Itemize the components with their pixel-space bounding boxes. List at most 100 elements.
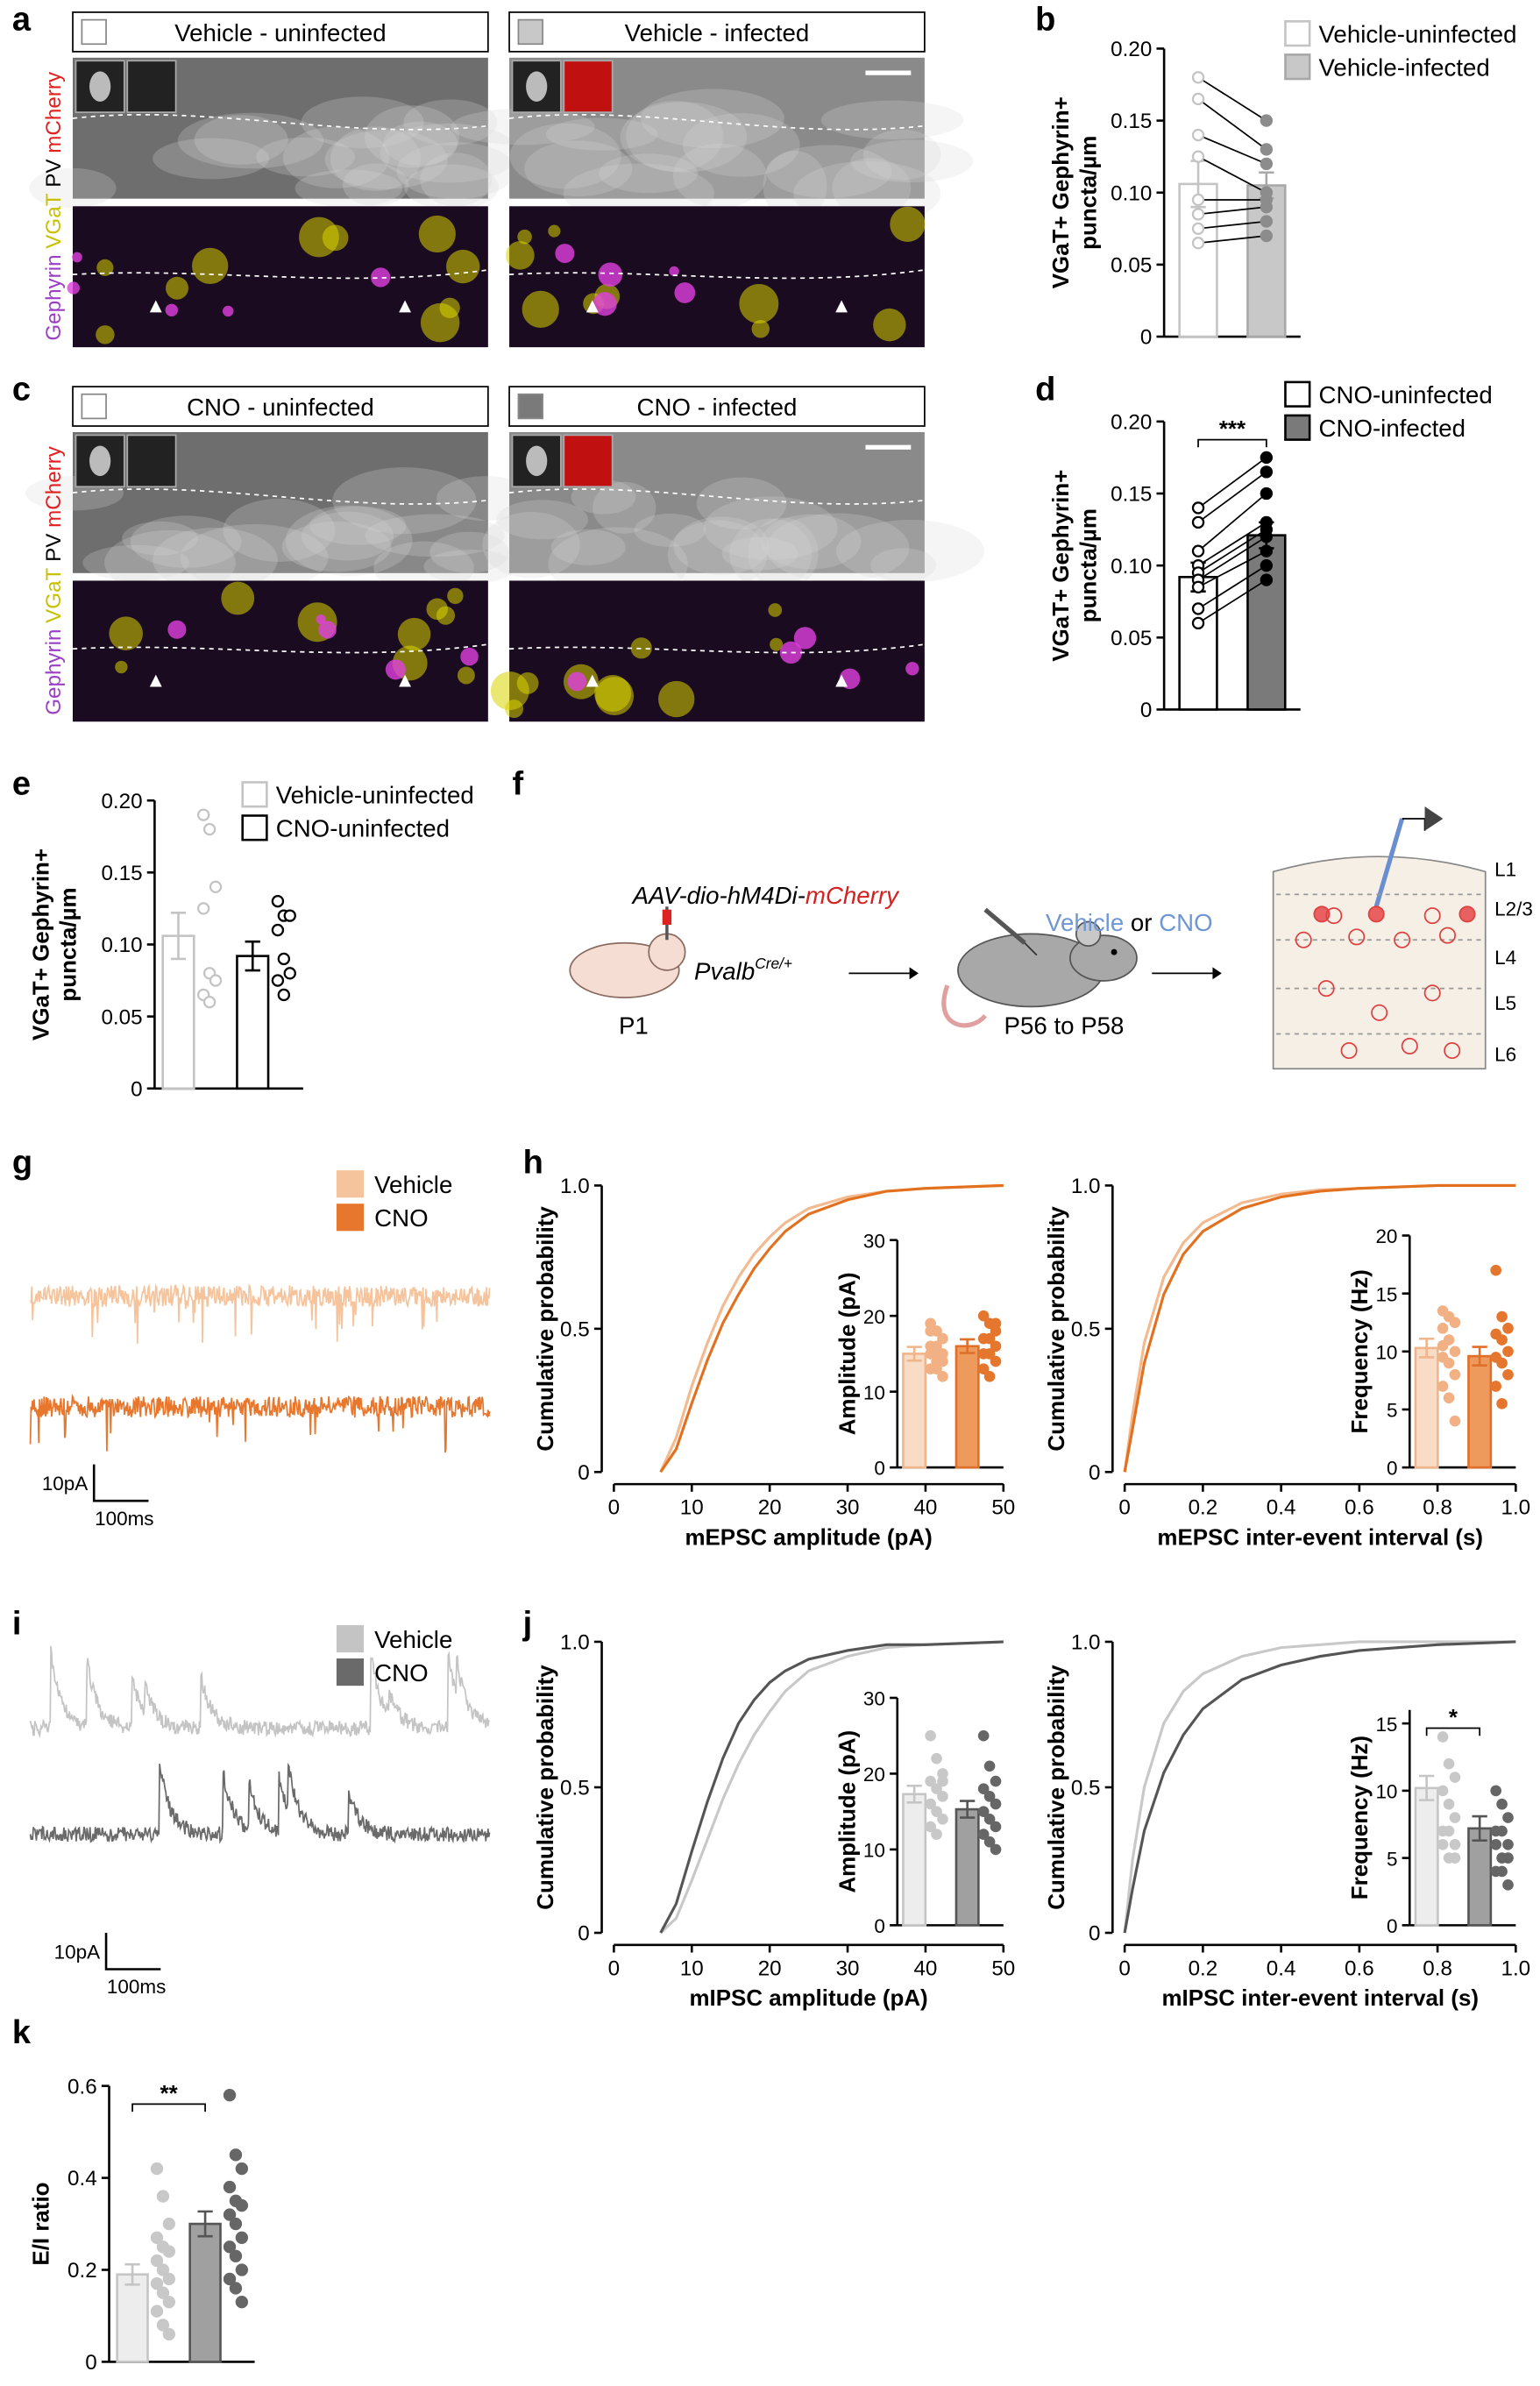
cumulative-curve [1123, 1183, 1516, 1473]
pv-signal [509, 123, 621, 189]
legend-swatch [336, 1624, 365, 1653]
pv-cell [1340, 1042, 1358, 1060]
y-tick-label: 10 [863, 1840, 885, 1862]
pv-signal [383, 121, 458, 166]
data-point [235, 2198, 249, 2212]
scale-bar-label: 100ms [95, 1508, 153, 1530]
data-point [977, 1363, 990, 1375]
synapse-image [509, 206, 925, 348]
arrow-head [909, 967, 919, 980]
x-axis-label: mEPSC inter-event interval (s) [1157, 1525, 1483, 1550]
pair-line [1197, 471, 1267, 523]
current-trace [29, 1762, 491, 1844]
pv-signal [396, 142, 516, 199]
data-point [156, 2263, 170, 2276]
data-point [925, 1729, 936, 1742]
pair-line [1197, 522, 1267, 566]
significance-label: ** [160, 2082, 178, 2106]
synapse-image [73, 580, 488, 722]
condition-box [508, 11, 926, 53]
data-point [990, 1340, 1002, 1353]
pv-signal [403, 99, 498, 146]
y-tick-label: 0.20 [1111, 38, 1152, 61]
bar [1467, 1354, 1493, 1469]
pv-cell [1371, 1004, 1388, 1021]
vgat-puncta [96, 259, 114, 276]
data-point [1443, 1825, 1455, 1837]
y-axis-label: puncta/µm [1076, 136, 1101, 250]
vgat-puncta [630, 637, 652, 659]
vgat-puncta [166, 276, 188, 300]
legend-label: CNO [374, 1204, 428, 1232]
condition-label: CNO - infected [637, 394, 798, 421]
pv-signal [423, 550, 517, 584]
data-point [1496, 1398, 1508, 1410]
scale-bar-label: 10pA [54, 1941, 100, 1963]
x-axis-label: mIPSC amplitude (pA) [689, 1986, 927, 2011]
pair-line [1197, 235, 1267, 245]
virus [662, 909, 672, 926]
pv-signal [703, 496, 838, 560]
y-tick-label: 5 [1387, 1848, 1397, 1870]
schematic: AAV-dio-hM4Di-mCherry PvalbCre/+ P1 Vehicle… [569, 806, 1533, 1070]
vgat-puncta [299, 217, 339, 258]
x-tick-label: 10 [680, 1496, 704, 1520]
legend-swatch [241, 814, 268, 841]
legend-label: Vehicle [374, 1626, 452, 1653]
pv-signal [496, 500, 589, 540]
data-point [925, 1798, 936, 1810]
data-point [990, 1317, 1002, 1330]
y-tick-label: 10 [863, 1381, 885, 1403]
wire [1402, 818, 1426, 831]
current-trace [29, 1394, 491, 1453]
data-point [277, 988, 291, 1002]
pair-line [1197, 579, 1267, 624]
data-point [1449, 1772, 1461, 1783]
age-label: P56 to P58 [1004, 1012, 1125, 1040]
data-point [223, 2240, 237, 2254]
layer-label: L5 [1494, 992, 1516, 1014]
pv-signal [256, 137, 356, 177]
syringe [983, 907, 1026, 945]
data-point [1191, 515, 1205, 529]
pv-signal [763, 151, 827, 222]
vgat-puncta [657, 680, 695, 718]
x-tick-label: 40 [913, 1496, 937, 1520]
gephyrin-puncta [167, 620, 187, 639]
legend-label: Vehicle-infected [1319, 54, 1490, 82]
pv-signal [620, 102, 748, 173]
pv-signal [194, 115, 288, 165]
bar [955, 1345, 980, 1469]
gephyrin-puncta [165, 303, 179, 317]
error-bar [1472, 1346, 1487, 1367]
pv-signal [285, 505, 413, 577]
pv-signal [153, 138, 270, 180]
membrane-outline [72, 643, 488, 654]
data-point [1260, 544, 1274, 557]
y-tick-label: 0 [85, 2351, 96, 2375]
thumbnail [126, 60, 177, 113]
legend-swatch [1284, 20, 1311, 47]
data-point [1260, 143, 1274, 156]
membrane-outline [72, 113, 488, 131]
vgat-puncta [873, 308, 906, 342]
vgat-puncta [221, 581, 255, 615]
pv-signal [420, 153, 493, 207]
data-point [1443, 1392, 1455, 1404]
y-tick-label: 10 [1375, 1781, 1397, 1803]
mouse-tail [941, 984, 988, 1028]
vgat-puncta [739, 284, 779, 323]
legend-swatch [336, 1658, 365, 1687]
data-point [1502, 1346, 1514, 1358]
scale-bar [92, 1464, 149, 1502]
y-tick-label: 0 [1387, 1458, 1397, 1480]
y-tick-label: 0.5 [1071, 1318, 1101, 1342]
vgat-puncta [446, 249, 480, 284]
x-tick-label: 0 [1118, 1496, 1130, 1520]
vgat-puncta [115, 660, 128, 674]
vgat-puncta [517, 229, 532, 245]
x-tick-label: 30 [836, 1496, 860, 1520]
mouse-line: PvalbCre/+ [694, 955, 792, 984]
data-point [229, 2282, 243, 2295]
panel-label: b [1035, 2, 1055, 39]
